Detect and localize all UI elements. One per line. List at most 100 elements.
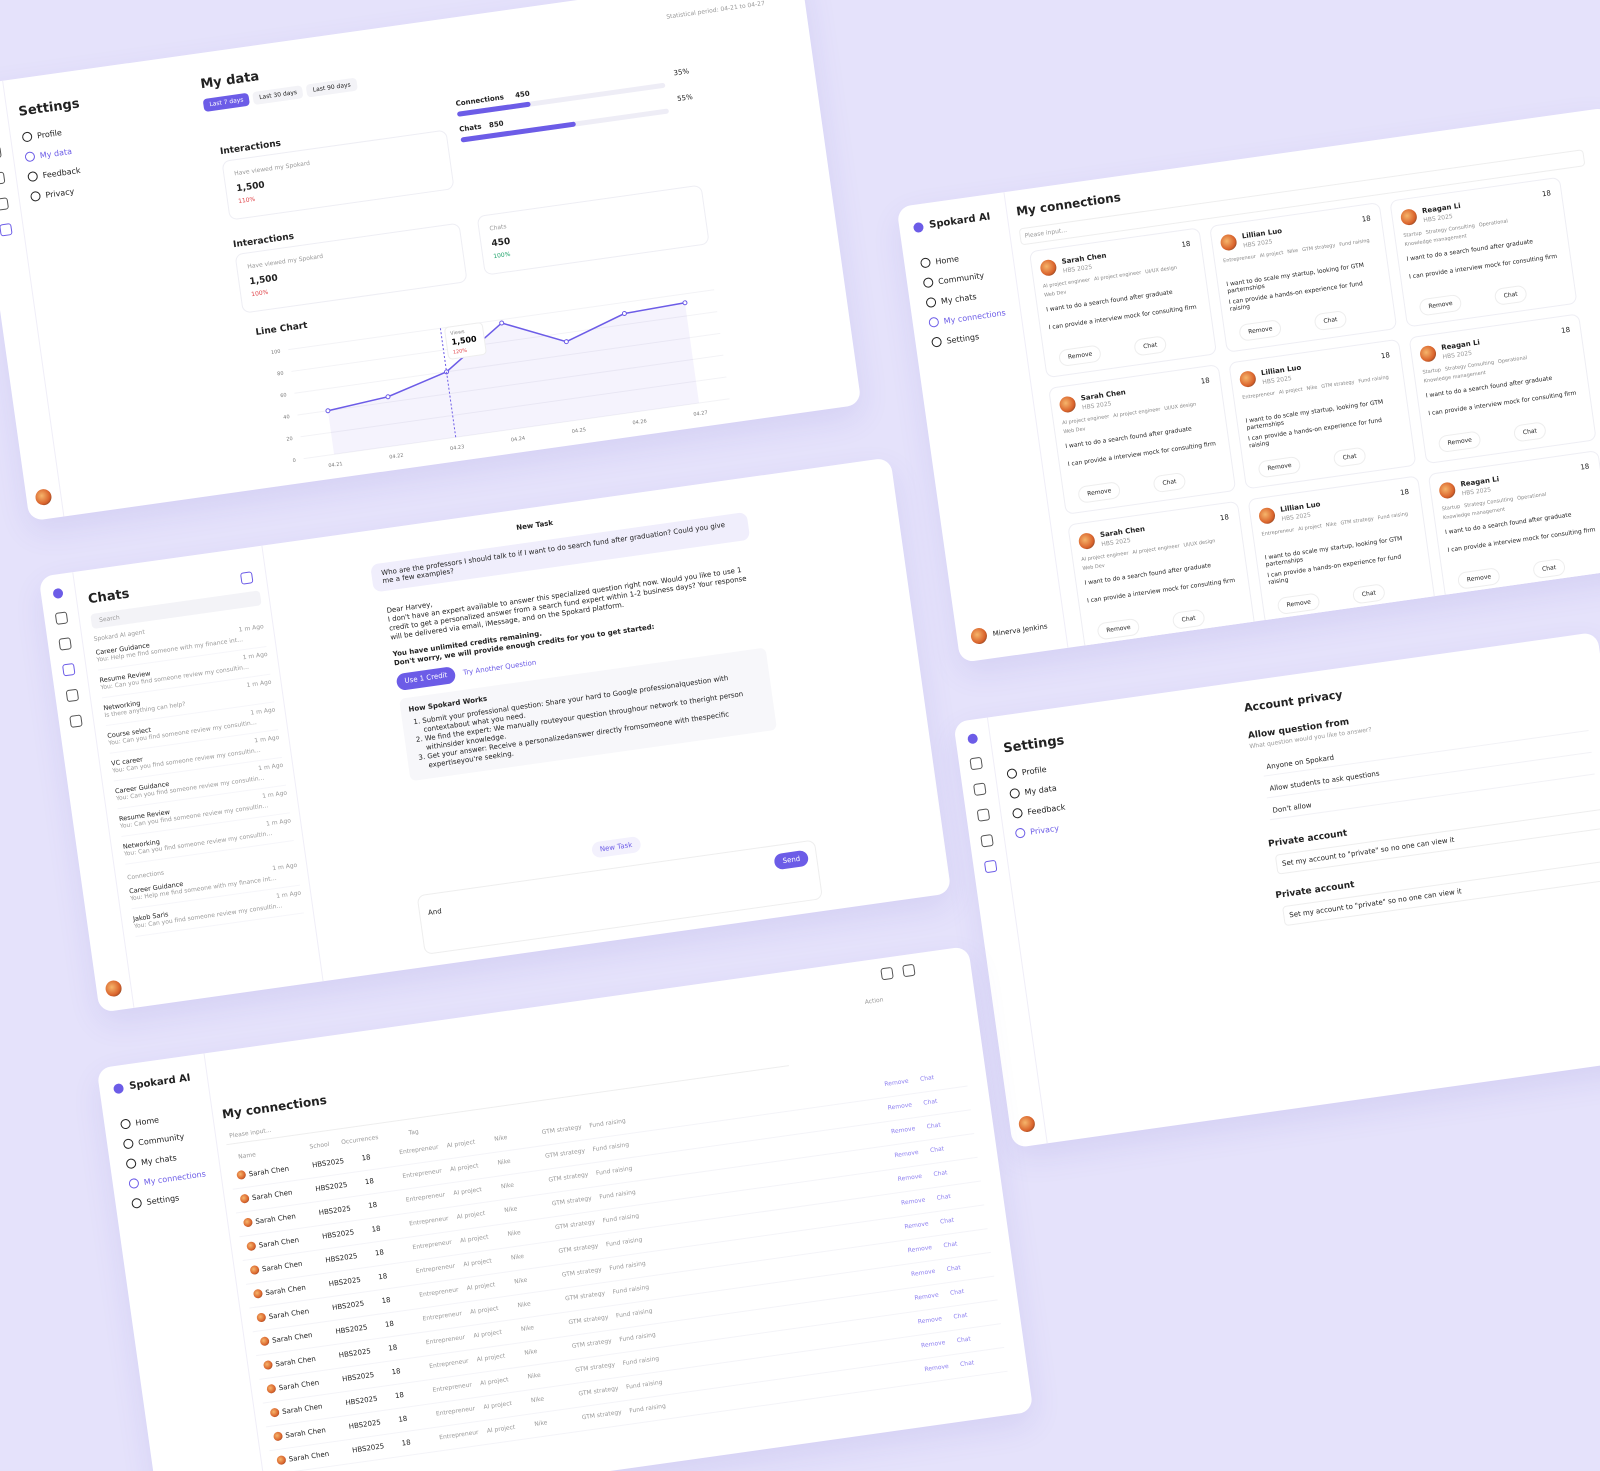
nav-item[interactable]: My chats bbox=[925, 287, 1003, 309]
menu-item[interactable]: Privacy bbox=[1014, 821, 1069, 839]
tag: Web Dev bbox=[1043, 289, 1067, 299]
card-action[interactable]: Chat bbox=[1512, 421, 1547, 443]
tag: Nike bbox=[520, 1324, 535, 1333]
row-action[interactable]: Remove bbox=[890, 1125, 916, 1136]
tab[interactable]: Last 30 days bbox=[252, 85, 304, 106]
row-action[interactable]: Remove bbox=[887, 1101, 913, 1112]
menu-item[interactable]: Privacy bbox=[29, 185, 84, 202]
row-action[interactable]: Chat bbox=[936, 1192, 952, 1202]
row-action[interactable]: Chat bbox=[946, 1264, 962, 1274]
row-action[interactable]: Remove bbox=[917, 1315, 943, 1326]
nav-icon[interactable] bbox=[969, 756, 983, 771]
nav-item[interactable]: Community bbox=[922, 268, 1001, 289]
menu-item[interactable]: Feedback bbox=[1011, 802, 1066, 819]
nav-icon[interactable] bbox=[54, 611, 69, 625]
tag: AI project bbox=[483, 1400, 513, 1411]
menu-item[interactable]: My data bbox=[24, 145, 78, 163]
nav-item[interactable]: Home bbox=[119, 1109, 198, 1130]
filter-icon[interactable] bbox=[880, 966, 894, 981]
nav-icon[interactable] bbox=[983, 859, 998, 874]
row-action[interactable]: Remove bbox=[883, 1077, 910, 1088]
menu-item[interactable]: Feedback bbox=[27, 165, 81, 183]
card-action[interactable]: Remove bbox=[1077, 481, 1122, 504]
row-action[interactable]: Remove bbox=[914, 1291, 940, 1302]
nav-icon[interactable] bbox=[0, 171, 6, 186]
card-action[interactable]: Remove bbox=[1096, 617, 1141, 641]
menu-item[interactable]: My data bbox=[1009, 782, 1063, 800]
card-action[interactable]: Chat bbox=[1351, 583, 1386, 605]
nav-item[interactable]: Home bbox=[919, 248, 998, 269]
tag: Fund raising bbox=[622, 1355, 660, 1368]
row-action[interactable]: Chat bbox=[953, 1311, 968, 1321]
card-action[interactable]: Chat bbox=[1171, 608, 1206, 630]
nav-item[interactable]: My connections bbox=[928, 307, 1006, 328]
card-action[interactable]: Chat bbox=[1493, 284, 1528, 306]
avatar bbox=[242, 1217, 254, 1228]
row-action[interactable]: Chat bbox=[926, 1121, 942, 1131]
row-action[interactable]: Chat bbox=[956, 1335, 972, 1345]
row-action[interactable]: Remove bbox=[897, 1172, 923, 1184]
nav-icon[interactable] bbox=[0, 223, 13, 237]
nav-icon[interactable] bbox=[69, 714, 83, 728]
card-action[interactable]: Remove bbox=[1257, 455, 1302, 479]
menu-label: My data bbox=[39, 146, 73, 160]
card-action[interactable]: Remove bbox=[1418, 293, 1463, 317]
count: 18 bbox=[1399, 487, 1410, 497]
name: Sarah Chen bbox=[268, 1307, 310, 1321]
row-action[interactable]: Remove bbox=[920, 1339, 946, 1350]
row-action[interactable]: Chat bbox=[949, 1287, 965, 1297]
menu-item[interactable]: Profile bbox=[21, 125, 76, 143]
row-action[interactable]: Remove bbox=[907, 1244, 933, 1255]
tag: UI/UX design bbox=[1183, 538, 1216, 549]
nav-icon[interactable] bbox=[58, 637, 72, 651]
avatar bbox=[272, 1431, 284, 1442]
input-text: And bbox=[427, 907, 443, 918]
nav-icon[interactable] bbox=[65, 688, 80, 703]
nav-icon[interactable] bbox=[980, 833, 994, 848]
reply-button[interactable]: Use 1 Credit bbox=[395, 666, 457, 692]
nav-item[interactable]: Settings bbox=[131, 1188, 209, 1209]
card-action[interactable]: Chat bbox=[1152, 471, 1187, 494]
nav-icon[interactable] bbox=[0, 145, 2, 160]
grid-icon[interactable] bbox=[902, 963, 916, 978]
row-action[interactable]: Remove bbox=[894, 1148, 920, 1160]
card-action[interactable]: Remove bbox=[1437, 430, 1482, 454]
row-action[interactable]: Chat bbox=[932, 1169, 948, 1179]
card-action[interactable]: Chat bbox=[1313, 309, 1348, 332]
nav-item[interactable]: Community bbox=[122, 1129, 201, 1150]
tab[interactable]: Last 7 days bbox=[202, 92, 251, 113]
menu-item[interactable]: Profile bbox=[1006, 762, 1060, 780]
nav-icon[interactable] bbox=[0, 197, 10, 211]
card-action[interactable]: Chat bbox=[1532, 557, 1567, 580]
row-action[interactable]: Remove bbox=[904, 1220, 930, 1231]
row-action[interactable]: Chat bbox=[943, 1240, 958, 1250]
tab[interactable]: Last 90 days bbox=[306, 77, 358, 98]
new-chat-icon[interactable] bbox=[239, 571, 254, 585]
card-action[interactable]: Remove bbox=[1276, 592, 1321, 616]
privacy-panel: Settings Profile My data Feedback Privacy Acc… bbox=[953, 631, 1600, 1149]
page-title: My connections bbox=[1015, 190, 1122, 219]
new-task-button[interactable]: New Task bbox=[590, 835, 642, 859]
x-tick-label: 04.24 bbox=[511, 436, 526, 444]
card-action[interactable]: Remove bbox=[1456, 567, 1502, 590]
row-action[interactable]: Remove bbox=[900, 1196, 926, 1207]
card-action[interactable]: Remove bbox=[1057, 344, 1103, 368]
row-action[interactable]: Remove bbox=[910, 1267, 936, 1279]
nav-icon[interactable] bbox=[61, 662, 76, 677]
row-action[interactable]: Chat bbox=[959, 1359, 975, 1369]
nav-item[interactable]: My connections bbox=[128, 1168, 206, 1190]
nav-item[interactable]: Settings bbox=[930, 327, 1009, 348]
row-action[interactable]: Chat bbox=[922, 1097, 938, 1107]
nav-icon[interactable] bbox=[976, 808, 991, 822]
nav-icon[interactable] bbox=[973, 782, 987, 797]
send-button[interactable]: Send bbox=[773, 849, 810, 871]
row-action[interactable]: Chat bbox=[939, 1216, 955, 1226]
card-action[interactable]: Chat bbox=[1332, 446, 1367, 468]
row-action[interactable]: Remove bbox=[924, 1362, 950, 1374]
card-action[interactable]: Chat bbox=[1133, 335, 1168, 357]
row-action[interactable]: Chat bbox=[919, 1074, 935, 1083]
school: HBS 2025 bbox=[1281, 511, 1312, 523]
row-action[interactable]: Chat bbox=[929, 1145, 945, 1155]
card-action[interactable]: Remove bbox=[1238, 319, 1283, 342]
nav-item[interactable]: My chats bbox=[125, 1149, 204, 1170]
